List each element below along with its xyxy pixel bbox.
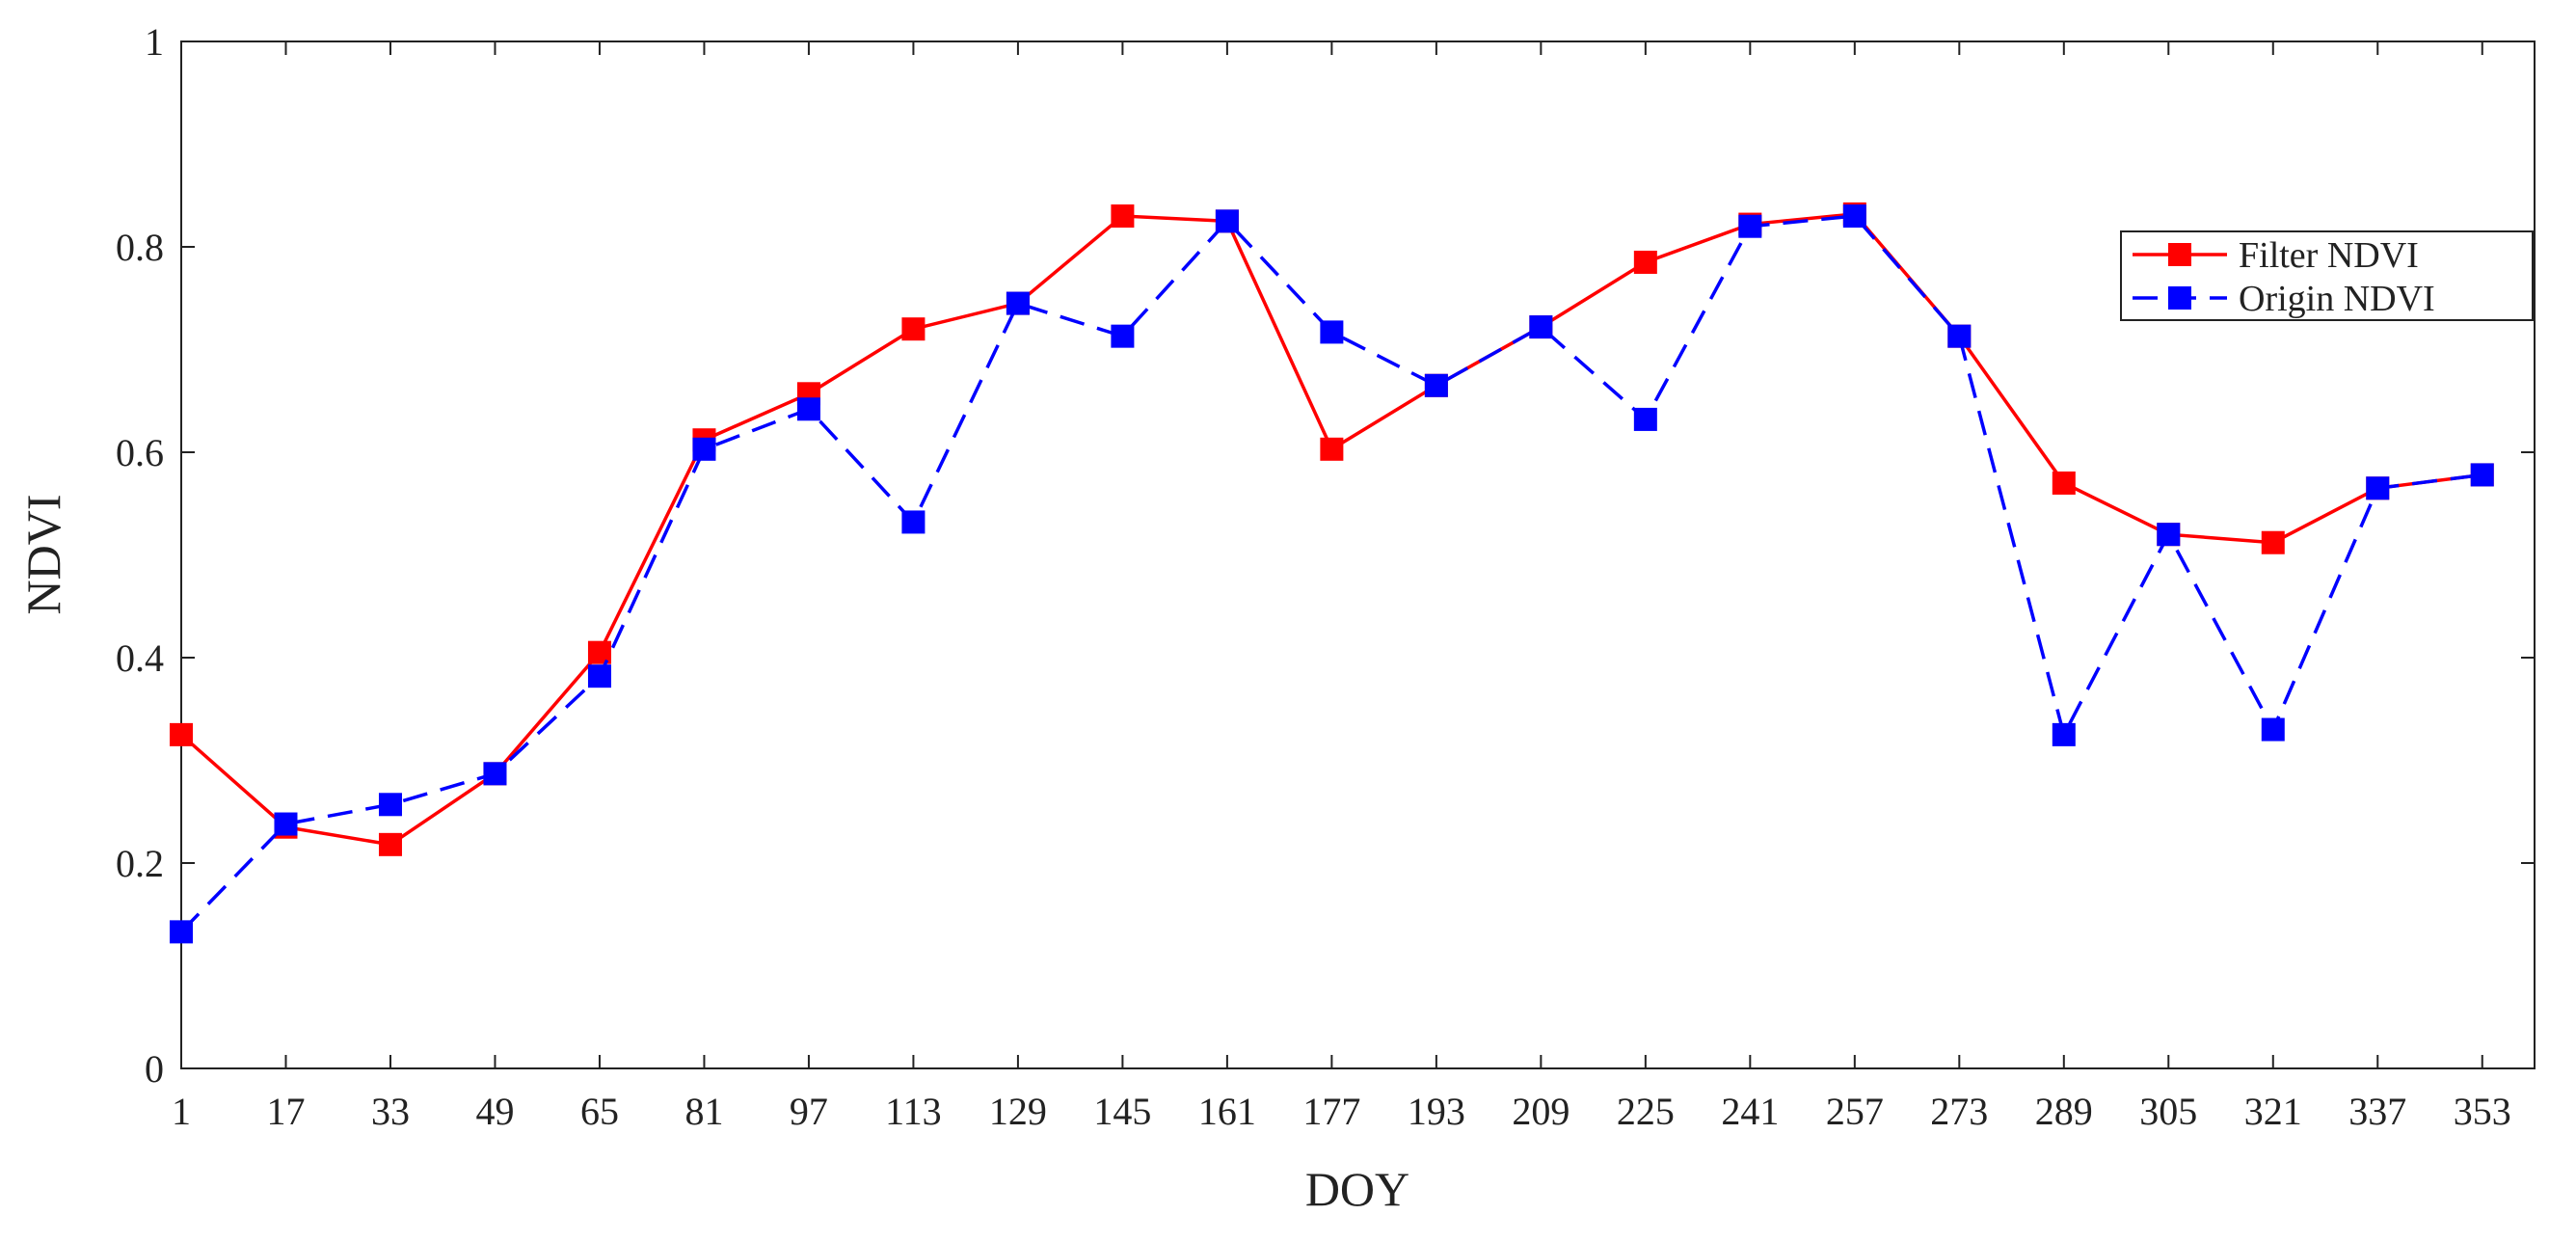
x-tick-label: 65 <box>580 1090 619 1133</box>
x-tick-label: 97 <box>790 1090 828 1133</box>
data-point <box>1529 315 1553 339</box>
x-tick-label: 17 <box>266 1090 305 1133</box>
x-axis-label: DOY <box>1305 1162 1409 1216</box>
data-point <box>2261 530 2285 554</box>
x-tick-label: 49 <box>475 1090 514 1133</box>
x-tick-label: 337 <box>2348 1090 2406 1133</box>
data-point <box>901 510 926 534</box>
legend-marker <box>2168 243 2191 266</box>
x-tick-label: 289 <box>2035 1090 2093 1133</box>
x-tick-label: 81 <box>684 1090 723 1133</box>
x-tick-label: 209 <box>1512 1090 1570 1133</box>
x-tick-label: 225 <box>1617 1090 1675 1133</box>
y-tick-label: 0.4 <box>116 636 164 680</box>
legend-label: Filter NDVI <box>2239 235 2419 276</box>
data-point <box>378 793 402 817</box>
x-tick-label: 161 <box>1198 1090 1256 1133</box>
x-tick-label: 257 <box>1826 1090 1884 1133</box>
data-point <box>1738 214 1762 238</box>
x-tick-label: 321 <box>2244 1090 2302 1133</box>
data-point <box>1947 324 1972 348</box>
data-point <box>1424 373 1448 397</box>
data-point <box>1842 204 1866 229</box>
data-point <box>1111 324 1135 348</box>
data-point <box>2157 523 2181 547</box>
data-point <box>1111 204 1135 229</box>
x-tick-label: 241 <box>1721 1090 1779 1133</box>
y-tick-label: 1 <box>145 20 164 64</box>
data-point <box>483 762 507 786</box>
series-line <box>179 214 2482 933</box>
x-tick-label: 33 <box>371 1090 410 1133</box>
data-point <box>170 722 193 746</box>
data-point <box>2470 463 2494 487</box>
data-point <box>1215 209 1239 233</box>
data-point <box>1633 407 1657 431</box>
data-point <box>1006 291 1030 315</box>
data-point <box>587 664 611 688</box>
y-tick-label: 0 <box>145 1047 164 1091</box>
data-point <box>796 397 820 421</box>
y-tick-label: 0.2 <box>116 842 164 885</box>
x-tick-label: 305 <box>2139 1090 2197 1133</box>
plot-frame <box>180 40 2536 1069</box>
data-point <box>2052 471 2076 495</box>
data-point <box>1320 437 1344 461</box>
data-point <box>1320 320 1344 344</box>
x-tick-label: 353 <box>2454 1090 2511 1133</box>
data-point <box>378 832 402 856</box>
data-point <box>2052 722 2076 746</box>
x-tick-label: 1 <box>172 1090 191 1133</box>
x-tick-label: 113 <box>885 1090 942 1133</box>
y-axis-label: NDVI <box>16 495 70 615</box>
y-tick-label: 0.6 <box>116 431 164 474</box>
data-point <box>170 920 193 944</box>
data-point <box>901 317 926 341</box>
data-point <box>2261 717 2285 742</box>
data-point <box>274 812 298 836</box>
x-tick-label: 193 <box>1408 1090 1465 1133</box>
x-tick-label: 145 <box>1093 1090 1151 1133</box>
y-tick-label: 0.8 <box>116 226 164 269</box>
x-tick-label: 177 <box>1302 1090 1360 1133</box>
legend-marker <box>2168 286 2191 310</box>
data-point <box>2366 476 2390 500</box>
data-point <box>692 437 716 461</box>
data-point <box>1633 250 1657 274</box>
legend-label: Origin NDVI <box>2239 279 2435 319</box>
x-tick-label: 273 <box>1930 1090 1988 1133</box>
x-tick-label: 129 <box>989 1090 1047 1133</box>
